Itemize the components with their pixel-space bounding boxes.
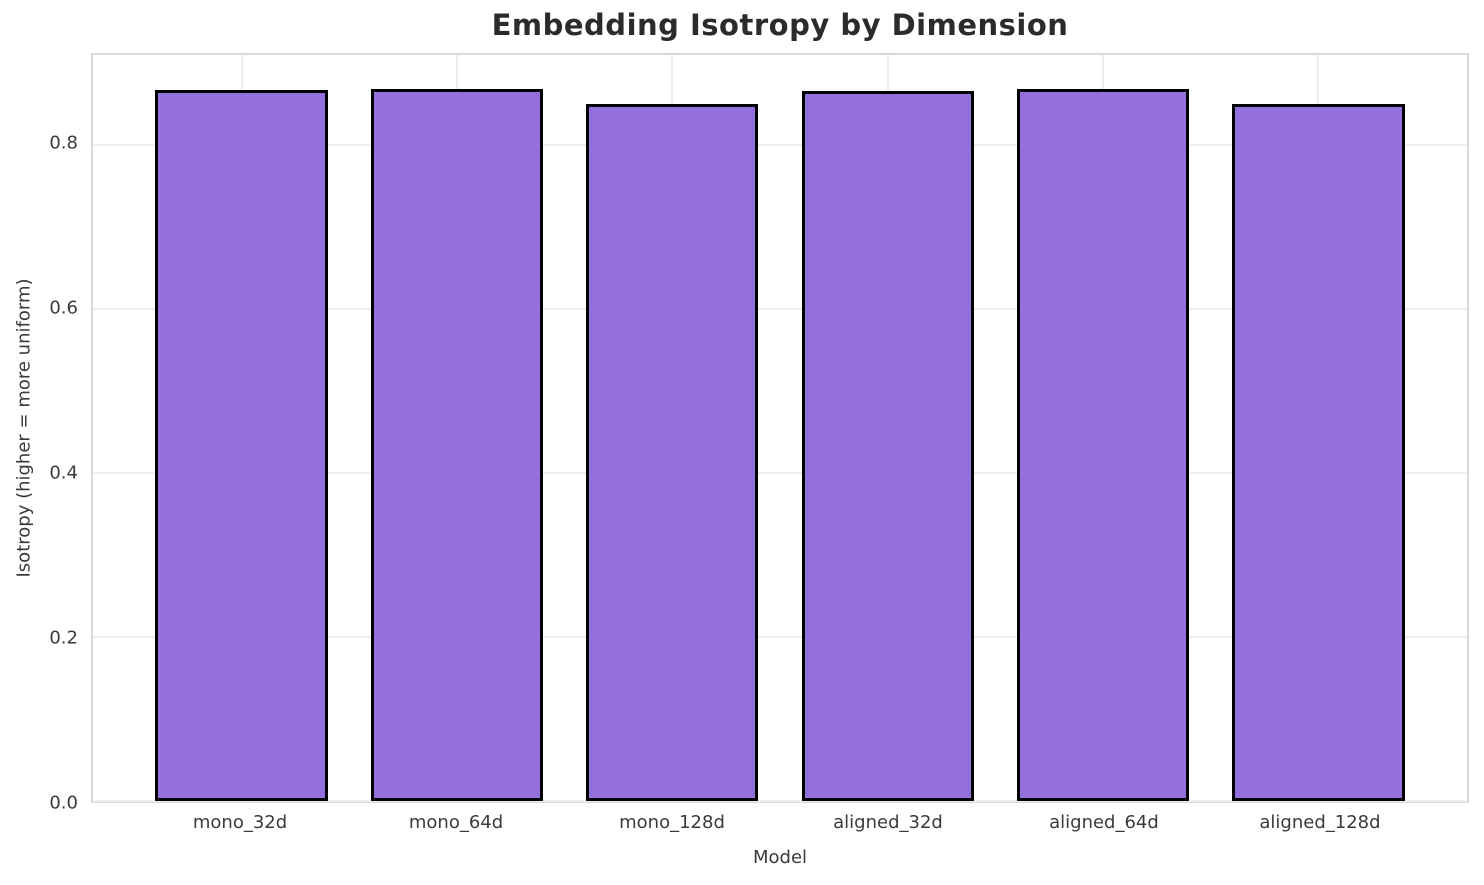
horizontal-gridline: [93, 307, 1467, 310]
y-tick-label: 0.8: [49, 132, 78, 154]
x-tick-label: aligned_64d: [1049, 812, 1159, 833]
bar-aligned_32d: [801, 91, 974, 801]
horizontal-gridline: [93, 635, 1467, 638]
chart-title: Embedding Isotropy by Dimension: [491, 8, 1069, 42]
y-axis-ticks: 0.0 0.2 0.4 0.6 0.8: [0, 53, 91, 814]
y-tick-label: 0.6: [49, 297, 78, 319]
bar-mono_32d: [155, 90, 328, 801]
bar-aligned_128d: [1232, 104, 1405, 801]
x-tick-label: aligned_128d: [1259, 812, 1381, 833]
horizontal-gridline: [93, 471, 1467, 474]
y-tick-label: 0.0: [49, 792, 78, 814]
plot-area: [91, 53, 1469, 803]
x-tick-label: mono_64d: [408, 812, 504, 833]
horizontal-gridline: [93, 143, 1467, 146]
y-tick-label: 0.4: [49, 462, 78, 484]
horizontal-gridline: [93, 800, 1467, 802]
y-tick-label: 0.2: [49, 627, 78, 649]
x-tick-label: mono_32d: [192, 812, 288, 833]
bar-mono_64d: [370, 88, 544, 801]
x-axis-ticks: mono_32d mono_64d mono_128d aligned_32d alig…: [91, 812, 1469, 840]
bar-mono_128d: [586, 104, 759, 801]
x-tick-label: mono_128d: [619, 812, 725, 833]
bar-aligned_64d: [1016, 88, 1190, 801]
x-axis-label: Model: [752, 847, 808, 868]
x-tick-label: aligned_32d: [833, 812, 943, 833]
